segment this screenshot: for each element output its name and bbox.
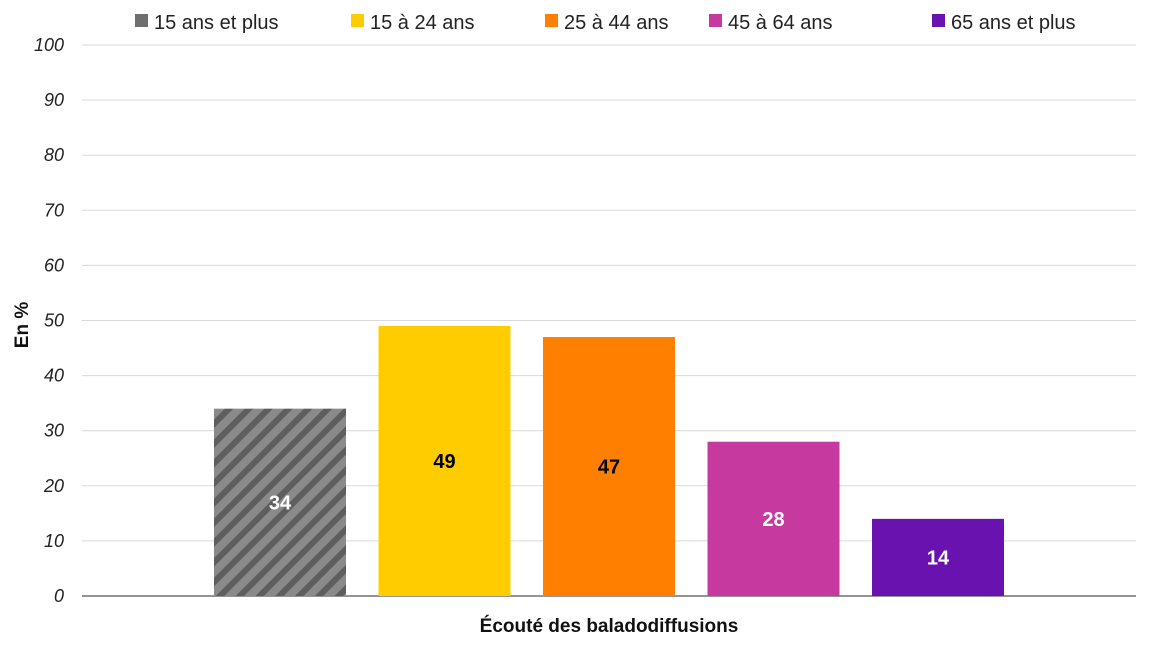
legend-swatch: [351, 14, 364, 27]
y-tick-label: 10: [44, 531, 64, 551]
y-tick-label: 60: [44, 255, 64, 275]
bar-15-ans-et-plus: [214, 408, 346, 596]
bar-25-44-ans: [543, 337, 675, 596]
y-tick-label: 100: [34, 35, 64, 55]
y-axis-title: En %: [12, 302, 33, 349]
bar-65-ans-et-plus: [872, 518, 1004, 596]
data-label: 34: [269, 492, 292, 514]
bar-45-64-ans: [707, 441, 840, 596]
legend-label: 45 à 64 ans: [728, 12, 833, 34]
legend-swatch: [545, 14, 558, 27]
y-tick-label: 80: [44, 145, 64, 165]
y-axis-ticks: 0 10 20 30 40 50 60 70 80 90 100: [34, 35, 64, 606]
value-labels: 34 49 47 28 14: [269, 451, 950, 569]
bar-15-24-ans: [378, 326, 511, 596]
legend-label: 15 à 24 ans: [370, 12, 475, 34]
legend-swatch: [709, 14, 722, 27]
y-tick-label: 40: [44, 366, 64, 386]
data-label: 47: [598, 457, 620, 479]
y-tick-label: 90: [44, 90, 64, 110]
bars: [214, 326, 1004, 596]
legend-label: 65 ans et plus: [951, 12, 1076, 34]
legend-swatch: [932, 14, 945, 27]
data-label: 14: [927, 547, 950, 569]
y-tick-label: 30: [44, 421, 64, 441]
y-tick-label: 70: [44, 200, 64, 220]
data-label: 28: [762, 509, 784, 531]
legend-label: 15 ans et plus: [154, 12, 279, 34]
legend-label: 25 à 44 ans: [564, 12, 669, 34]
legend-swatch: [135, 14, 148, 27]
y-tick-label: 20: [43, 476, 64, 496]
legend: 15 ans et plus 15 à 24 ans 25 à 44 ans 45 à…: [135, 12, 1076, 34]
y-tick-label: 0: [54, 586, 64, 606]
x-axis-title: Écouté des baladodiffusions: [480, 615, 739, 637]
y-tick-label: 50: [44, 311, 64, 331]
data-label: 49: [433, 451, 455, 473]
